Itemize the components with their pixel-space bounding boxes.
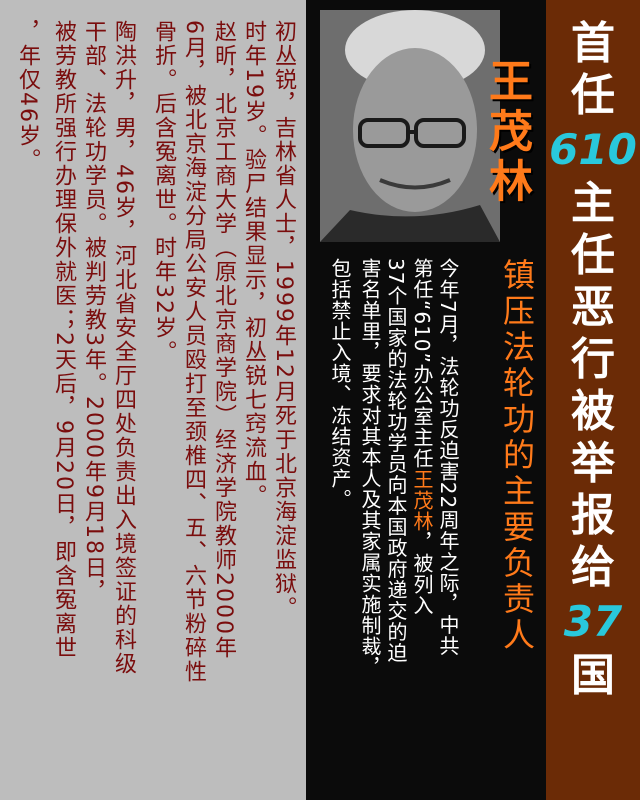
profile-body-col3: 37个国家的法轮功学员向本国政府递交的迫 xyxy=(384,258,408,664)
headline-char: 被 xyxy=(571,386,615,437)
headline-number-610: 610 xyxy=(549,125,637,174)
headline-char: 报 xyxy=(571,490,615,541)
headline-char: 行 xyxy=(571,334,615,385)
profile-body-col4: 害名单里，要求对其本人及其家属实施制裁， xyxy=(358,258,382,678)
case-text-col2: 时年19岁。验尸结果显示，初丛锐七窍流血。 xyxy=(241,20,266,508)
profile-body-col2: 第任“610”办公室主任王茂林，被列入 xyxy=(410,258,434,616)
cases-panel: 初丛锐，吉林省人士，1999年12月死于北京海淀监狱。 时年19岁。验尸结果显示… xyxy=(0,0,306,800)
person-name: 王茂林 xyxy=(481,58,532,208)
headline-char: 恶 xyxy=(571,282,615,333)
headline-char: 首 xyxy=(571,18,615,69)
case-text-col4: 6月，被北京海淀分局公安人员殴打至颈椎四、五、六节粉碎性 xyxy=(181,20,206,684)
profile-body-col2-pre: 第任“610”办公室主任 xyxy=(410,258,434,469)
case-text-col6: 陶洪升，男，46岁，河北省安全厅四处负责出入境签证的科级 xyxy=(111,20,136,676)
headline-number-37: 37 xyxy=(563,597,623,646)
portrait-photo xyxy=(320,10,500,242)
profile-body-col2-post: ，被列入 xyxy=(410,531,434,616)
headline-char: 主 xyxy=(571,178,615,229)
headline-char: 任 xyxy=(571,230,615,281)
headline-char: 给 xyxy=(571,542,615,593)
case-text-col1: 初丛锐，吉林省人士，1999年12月死于北京海淀监狱。 xyxy=(271,20,296,620)
case-text-col5: 骨折。后含冤离世。时年32岁。 xyxy=(151,20,176,364)
portrait-illustration xyxy=(320,10,500,242)
person-subtitle: 镇压法轮功的主要负责人 xyxy=(498,258,536,654)
headline-char: 举 xyxy=(571,438,615,489)
case-text-col7: 干部、法轮功学员。被判劳教3年。2000年9月18日， xyxy=(81,20,106,604)
profile-body-col1: 今年7月，法轮功反迫害22周年之际，中共 xyxy=(436,258,460,657)
header-panel: 首 任 610 主 任 恶 行 被 举 报 给 37 国 xyxy=(546,0,640,800)
headline: 首 任 610 主 任 恶 行 被 举 报 给 37 国 xyxy=(546,18,640,702)
case-text-col3: 赵昕，北京工商大学（原北京商学院）经济学院教师2000年 xyxy=(211,20,236,660)
case-text-col9: ，年仅46岁。 xyxy=(15,20,40,172)
profile-body-col5: 包括禁止入境、冻结资产。 xyxy=(328,258,352,510)
headline-char: 任 xyxy=(571,70,615,121)
profile-body-highlight-name: 王茂林 xyxy=(410,468,434,532)
case-text-col8: 被劳教所强行办理保外就医；2天后，9月20日，即含冤离世 xyxy=(51,20,76,660)
headline-char: 国 xyxy=(571,650,615,701)
